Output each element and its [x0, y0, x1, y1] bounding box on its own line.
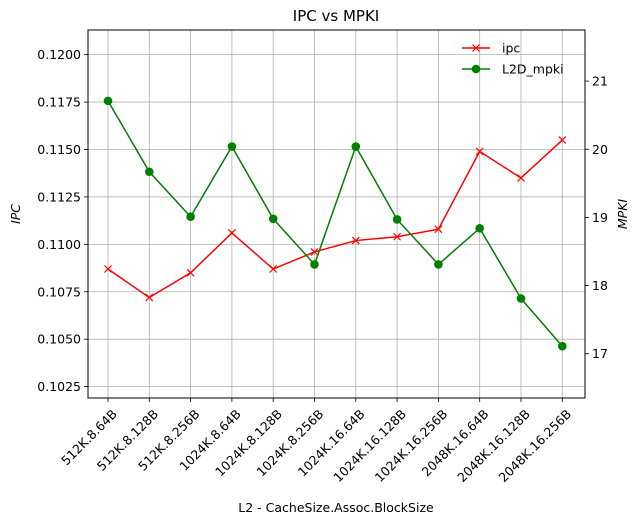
legend: ipc L2D_mpki: [462, 41, 564, 77]
data-point-L2D_mpki: [310, 260, 319, 269]
y-right-tick-label: 18: [592, 278, 608, 293]
y-right-tick-label: 19: [592, 210, 608, 225]
series-layer: [103, 96, 567, 351]
x-tick-label: 1024K.16.256B: [372, 406, 451, 485]
y-left-tick-label: 0.1200: [37, 47, 81, 62]
legend-item-ipc: ipc: [462, 41, 520, 56]
y-left-tick-label: 0.1125: [37, 189, 81, 204]
y-left-tick-label: 0.1025: [37, 379, 81, 394]
y-axis-left: 0.1025 0.1050 0.1075 0.1100 0.1125 0.1150 0.11…: [37, 47, 88, 394]
data-point-L2D_mpki: [351, 142, 361, 151]
data-point-L2D_mpki: [227, 142, 237, 151]
data-point-L2D_mpki: [475, 224, 485, 233]
data-point-ipc: [351, 236, 360, 245]
series-line-L2D_mpki: [107, 100, 563, 347]
data-point-ipc: [186, 268, 195, 277]
y-axis-left-label: IPC: [8, 204, 23, 224]
y-axis-right-label: MPKI: [615, 199, 630, 230]
data-point-L2D_mpki: [268, 214, 278, 224]
data-point-ipc: [145, 293, 154, 302]
data-point-L2D_mpki: [434, 260, 443, 269]
data-point-L2D_mpki: [186, 212, 195, 222]
data-point-ipc: [269, 265, 278, 273]
legend-label: L2D_mpki: [502, 62, 564, 77]
data-point-L2D_mpki: [392, 215, 402, 224]
x-tick-label: 2048K.16.256B: [496, 406, 575, 485]
data-point-L2D_mpki: [103, 96, 113, 106]
x-axis-label: L2 - CacheSize.Assoc.BlockSize: [238, 500, 434, 515]
y-right-tick-label: 21: [592, 74, 608, 89]
x-tick-label: 1024K.16.128B: [330, 406, 409, 485]
x-tick-label: 2048K.16.128B: [454, 406, 533, 485]
y-right-tick-label: 20: [592, 142, 608, 157]
legend-item-L2D_mpki: L2D_mpki: [462, 62, 564, 77]
series-line-ipc: [107, 139, 563, 299]
data-point-L2D_mpki: [516, 294, 526, 303]
x-axis: 512K.8.64B512K.8.128B512K.8.256B1024K.8.…: [58, 398, 574, 485]
y-left-tick-label: 0.1175: [37, 95, 81, 110]
y-left-tick-label: 0.1150: [37, 142, 81, 157]
data-point-ipc: [517, 174, 525, 182]
y-left-tick-label: 0.1050: [37, 332, 81, 347]
chart-title: IPC vs MPKI: [293, 7, 379, 25]
y-left-tick-label: 0.1100: [37, 237, 81, 252]
data-point-ipc: [104, 265, 112, 273]
data-point-ipc: [227, 229, 236, 237]
data-point-ipc: [393, 232, 402, 241]
data-point-ipc: [475, 147, 484, 156]
y-axis-right: 17 18 19 20 21: [585, 74, 608, 361]
data-point-ipc: [310, 248, 319, 256]
data-point-L2D_mpki: [558, 341, 567, 351]
data-point-ipc: [558, 136, 567, 144]
legend-label: ipc: [502, 41, 520, 56]
data-point-ipc: [434, 225, 443, 234]
plot-frame: [87, 29, 586, 399]
y-right-tick-label: 17: [592, 346, 608, 361]
grid: [88, 30, 585, 398]
data-point-L2D_mpki: [145, 167, 154, 177]
y-left-tick-label: 0.1075: [37, 284, 81, 299]
